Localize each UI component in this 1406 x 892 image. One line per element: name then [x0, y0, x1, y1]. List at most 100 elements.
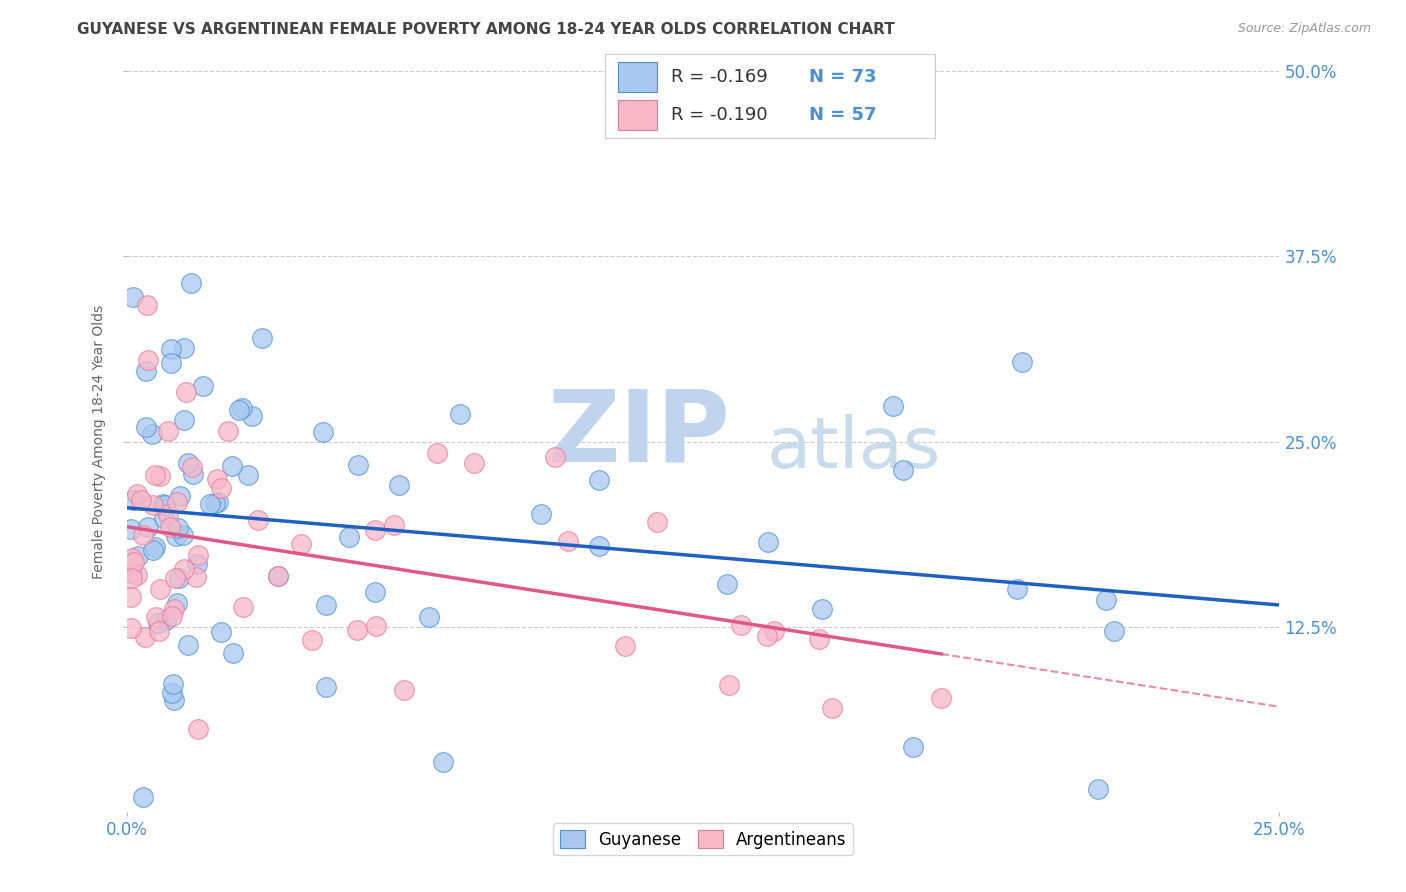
Point	[363, 523, 385, 537]
Point	[209, 624, 232, 639]
Point	[122, 555, 145, 569]
Point	[1005, 582, 1028, 596]
Text: GUYANESE VS ARGENTINEAN FEMALE POVERTY AMONG 18-24 YEAR OLDS CORRELATION CHART: GUYANESE VS ARGENTINEAN FEMALE POVERTY A…	[77, 22, 896, 37]
Point	[232, 600, 254, 615]
Point	[146, 616, 169, 631]
Point	[301, 632, 323, 647]
Point	[810, 602, 832, 616]
Point	[808, 632, 831, 646]
Point	[364, 585, 387, 599]
Point	[142, 543, 165, 558]
Point	[821, 701, 844, 715]
Point	[173, 562, 195, 576]
Point	[155, 613, 177, 627]
Point	[138, 353, 160, 368]
Point	[177, 456, 200, 470]
Point	[426, 446, 449, 460]
Point	[211, 481, 233, 495]
Point	[135, 364, 157, 378]
Point	[1011, 355, 1033, 369]
Point	[162, 677, 184, 691]
Point	[891, 463, 914, 477]
Point	[121, 550, 143, 565]
Text: atlas: atlas	[766, 415, 941, 483]
Bar	[617, 62, 658, 92]
Text: Source: ZipAtlas.com: Source: ZipAtlas.com	[1237, 22, 1371, 36]
Point	[120, 591, 142, 605]
Point	[163, 693, 186, 707]
Point	[882, 399, 904, 413]
Point	[127, 568, 149, 582]
Point	[153, 511, 176, 525]
Point	[121, 290, 143, 304]
Point	[187, 723, 209, 737]
Text: N = 57: N = 57	[810, 105, 877, 123]
Point	[613, 639, 636, 653]
Point	[544, 450, 567, 465]
Point	[240, 409, 263, 423]
Text: ZIP: ZIP	[547, 385, 730, 483]
Point	[180, 276, 202, 290]
Point	[163, 571, 186, 585]
Point	[236, 467, 259, 482]
Point	[121, 566, 143, 580]
Point	[347, 458, 370, 472]
Point	[588, 539, 610, 553]
Point	[392, 683, 415, 698]
Point	[132, 789, 155, 804]
Text: R = -0.190: R = -0.190	[671, 105, 768, 123]
Text: R = -0.169: R = -0.169	[671, 68, 768, 86]
Point	[290, 536, 312, 550]
Point	[174, 385, 197, 400]
Point	[1087, 782, 1109, 797]
Point	[463, 456, 485, 470]
Point	[247, 513, 270, 527]
Point	[231, 401, 253, 415]
Point	[191, 379, 214, 393]
Point	[717, 678, 740, 692]
Point	[530, 508, 553, 522]
Point	[155, 502, 177, 516]
Point	[198, 498, 221, 512]
Point	[315, 598, 337, 612]
Point	[172, 528, 194, 542]
Point	[1102, 624, 1125, 639]
Point	[449, 408, 471, 422]
Point	[141, 427, 163, 442]
Point	[121, 571, 143, 585]
Point	[122, 493, 145, 508]
Point	[120, 522, 142, 536]
Point	[132, 527, 155, 541]
Point	[152, 497, 174, 511]
Point	[135, 420, 157, 434]
Point	[177, 638, 200, 652]
Point	[157, 424, 180, 438]
Point	[418, 610, 440, 624]
Point	[136, 298, 159, 312]
Point	[186, 557, 208, 571]
Point	[159, 520, 181, 534]
Point	[160, 356, 183, 370]
Point	[221, 458, 243, 473]
Point	[166, 521, 188, 535]
Point	[730, 618, 752, 632]
Point	[153, 498, 176, 512]
Point	[312, 425, 335, 439]
Point	[167, 571, 190, 585]
Point	[134, 631, 156, 645]
Point	[129, 493, 152, 508]
Point	[149, 469, 172, 483]
Point	[207, 495, 229, 509]
Point	[143, 541, 166, 555]
Point	[645, 515, 668, 529]
Point	[173, 413, 195, 427]
Point	[127, 549, 149, 563]
Point	[763, 624, 786, 639]
Point	[388, 477, 411, 491]
Point	[181, 460, 204, 475]
Point	[149, 582, 172, 597]
Point	[186, 570, 208, 584]
Point	[315, 680, 337, 694]
Point	[228, 403, 250, 417]
Point	[166, 596, 188, 610]
